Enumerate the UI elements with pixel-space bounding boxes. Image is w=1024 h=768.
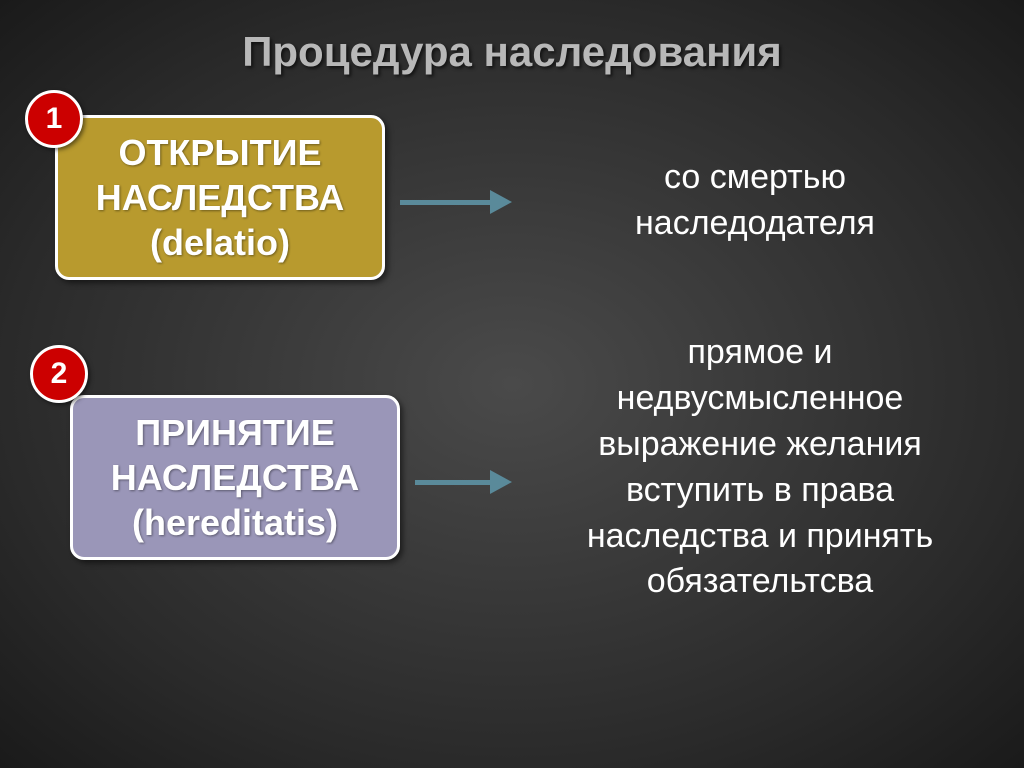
- arrow-1-line: [400, 200, 490, 205]
- box-opening: ОТКРЫТИЕ НАСЛЕДСТВА (delatio): [55, 115, 385, 280]
- badge-1-number: 1: [46, 102, 63, 136]
- arrow-2-head: [490, 470, 512, 494]
- box-opening-line3: (delatio): [150, 220, 290, 265]
- box-acceptance-line1: ПРИНЯТИЕ: [135, 410, 335, 455]
- arrow-2: [415, 470, 512, 494]
- slide-title: Процедура наследования: [0, 0, 1024, 76]
- arrow-2-line: [415, 480, 490, 485]
- badge-2: 2: [30, 345, 88, 403]
- box-acceptance-line2: НАСЛЕДСТВА: [111, 455, 359, 500]
- box-opening-line2: НАСЛЕДСТВА: [96, 175, 344, 220]
- arrow-1-head: [490, 190, 512, 214]
- description-1: со смертьюнаследодателя: [535, 155, 975, 247]
- badge-1: 1: [25, 90, 83, 148]
- description-2: прямое инедвусмысленноевыражение желания…: [525, 330, 995, 605]
- box-acceptance-line3: (hereditatis): [132, 500, 338, 545]
- arrow-1: [400, 190, 512, 214]
- badge-2-number: 2: [51, 357, 68, 391]
- box-acceptance: ПРИНЯТИЕ НАСЛЕДСТВА (hereditatis): [70, 395, 400, 560]
- box-opening-line1: ОТКРЫТИЕ: [118, 130, 321, 175]
